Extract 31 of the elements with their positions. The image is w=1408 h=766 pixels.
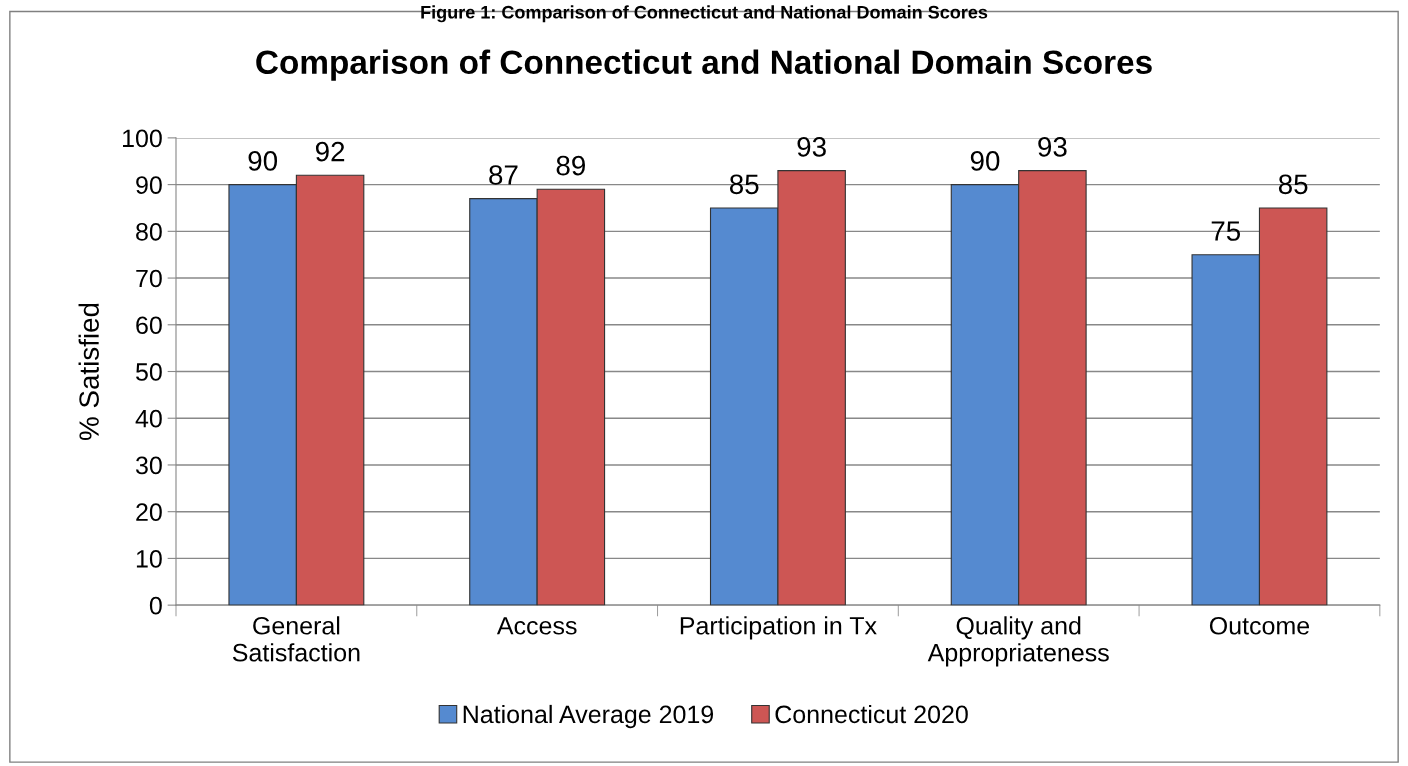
- y-tick-label: 40: [135, 409, 162, 428]
- x-tick-label: Outcome: [1209, 616, 1310, 635]
- y-tick-label: 90: [136, 176, 162, 194]
- data-label: 93: [797, 137, 826, 157]
- data-label: 90: [970, 151, 1000, 171]
- y-tick-label: 60: [136, 316, 162, 335]
- x-tick-label: Quality and Appropriateness: [927, 616, 1109, 667]
- y-tick-label: 80: [136, 222, 162, 241]
- x-tick-label: Participation in Tx: [680, 616, 877, 640]
- data-label: 90: [248, 151, 278, 171]
- data-label: 87: [489, 165, 518, 185]
- data-label: 92: [315, 141, 345, 162]
- data-label: 93: [1038, 137, 1067, 157]
- y-tick-label: 100: [123, 129, 162, 148]
- x-tick-label: General Satisfaction: [232, 616, 360, 662]
- legend-label: National Average 2019: [463, 704, 714, 729]
- y-tick-label: 0: [149, 596, 162, 615]
- x-tick-label: Access: [496, 617, 577, 635]
- y-tick-label: 50: [136, 363, 162, 381]
- y-tick-label: 70: [136, 269, 162, 288]
- legend-label: Connecticut 2020: [775, 704, 968, 724]
- data-label: 85: [729, 174, 759, 195]
- data-label: 75: [1211, 221, 1241, 241]
- data-label: 89: [556, 155, 585, 176]
- y-tick-label: 20: [136, 503, 162, 521]
- data-label: 85: [1278, 174, 1308, 195]
- caption: Figure 1: Comparison of Connecticut and National Domain Scores: [421, 5, 988, 23]
- y-tick-label: 30: [135, 456, 162, 475]
- y-axis-title: % Satisfied: [78, 303, 99, 440]
- y-tick-label: 10: [136, 550, 162, 568]
- chart-title: Comparison of Connecticut and National Domain Scores: [256, 49, 1152, 81]
